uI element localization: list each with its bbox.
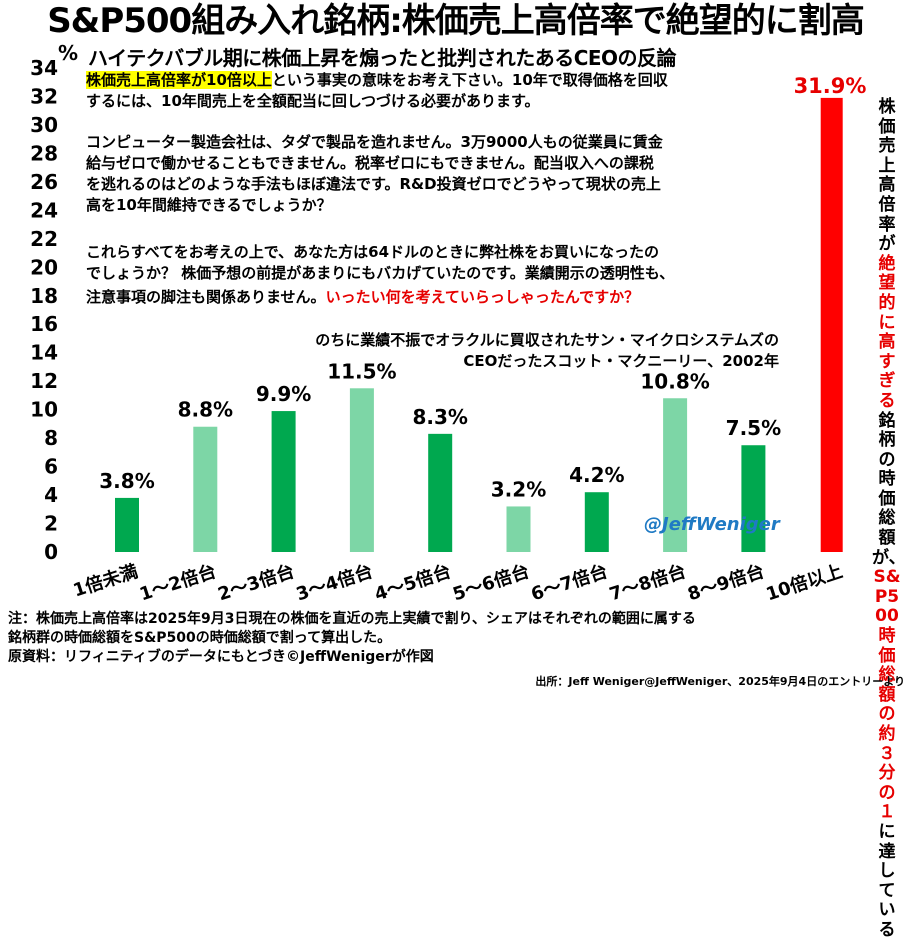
quote-line-6: 高を10年間維持できるでしょうか？ [86, 196, 332, 214]
data-label: 8.8% [178, 398, 233, 422]
quote-line-1-rest: という事実の意味をお考え下さい。10年で取得価格を回収 [271, 71, 668, 89]
y-tick-label: 22 [30, 227, 58, 251]
quote-line-5: を逃れるのはどのような手法もほぼ違法です。R&D投資ゼロでどうやって現状の売上 [86, 175, 661, 193]
data-label: 9.9% [256, 382, 311, 406]
x-tick-label: 4～5倍台 [372, 560, 454, 605]
bar [193, 426, 218, 552]
quote-red-question: いったい何を考えていらっしゃったんですか？ [325, 288, 640, 306]
x-tick-label: 7～8倍台 [607, 560, 689, 605]
y-tick-label: 34 [30, 56, 58, 80]
quote-line-8: でしょうか？ 株価予想の前提があまりにもバカげていたのです。業績開示の透明性も、 [86, 264, 675, 282]
note-line-1: 注：株価売上高倍率は2025年9月3日現在の株価を直近の売上実績で割り、シェアは… [8, 611, 696, 627]
y-tick-label: 20 [30, 255, 58, 279]
x-tick-label: 3～4倍台 [293, 560, 375, 605]
data-label: 3.8% [99, 469, 154, 493]
side-note-part-2: 絶望的に高すぎる [878, 253, 896, 411]
data-labels: 3.8% 8.8% 9.9% 11.5% 8.3% 3.2% 4.2% 10.8% 7.5% 31… [99, 74, 866, 501]
bars [115, 97, 843, 553]
y-tick-label: 12 [30, 369, 58, 393]
data-label: 10.8% [640, 369, 709, 393]
quote-highlight: 株価売上高倍率が10倍以上 [86, 71, 272, 89]
quote-line-2: するには、10年間売上を全額配当に回しつづける必要があります。 [86, 92, 540, 110]
quote-line-9: 注意事項の脚注も関係ありません。いったい何を考えていらっしゃったんですか？ [86, 287, 639, 308]
bar [820, 97, 843, 553]
data-label: 8.3% [412, 405, 467, 429]
note-line-2: 銘柄群の時価総額をS&P500の時価総額で割って算出した。 [8, 630, 392, 646]
y-tick-label: 24 [30, 198, 58, 222]
y-tick-label: 10 [30, 398, 58, 422]
y-tick-label: 30 [30, 113, 58, 137]
y-tick-label: 28 [30, 141, 58, 165]
y-tick-label: 4 [44, 483, 58, 507]
bar [584, 492, 609, 552]
x-tick-label: 2～3倍台 [215, 560, 297, 605]
y-tick-label: 16 [30, 312, 58, 336]
bar [349, 388, 374, 552]
bar [506, 506, 531, 552]
side-note: 株価売上高倍率が絶望的に高すぎる銘柄の時価総額が、S&P500時価総額の約３分の… [872, 97, 906, 941]
footnotes: 注：株価売上高倍率は2025年9月3日現在の株価を直近の売上実績で割り、シェアは… [8, 610, 696, 667]
quote-line-9-normal: 注意事項の脚注も関係ありません。 [86, 288, 326, 306]
y-tick-label: 0 [44, 540, 58, 564]
side-note-part-1: 株価売上高倍率が [878, 97, 896, 255]
y-tick-label: 32 [30, 84, 58, 108]
bar [271, 411, 296, 552]
bar [663, 398, 688, 552]
y-tick-label: 6 [44, 455, 58, 479]
x-tick-label: 6～7倍台 [528, 560, 610, 605]
chart-subtitle: ハイテクバブル期に株価上昇を煽ったと批判されたあるCEOの反論 [88, 46, 677, 70]
watermark: @JeffWeniger [644, 514, 780, 535]
data-label: 3.2% [491, 477, 546, 501]
y-tick-label: 26 [30, 170, 58, 194]
x-tick-label: 10倍以上 [763, 560, 845, 605]
x-tick-label: 1倍未満 [70, 560, 140, 601]
attribution-line-1: のちに業績不振でオラクルに買収されたサン・マイクロシステムズの [315, 331, 779, 349]
quote-attribution: のちに業績不振でオラクルに買収されたサン・マイクロシステムズの CEOだったスコ… [315, 330, 779, 372]
x-axis: 1倍未満1～2倍台2～3倍台3～4倍台4～5倍台5～6倍台6～7倍台7～8倍台8… [70, 560, 845, 605]
bar [115, 497, 139, 552]
y-axis-unit: % [58, 41, 78, 65]
attribution-line-2: CEOだったスコット・マクニーリー、2002年 [463, 352, 779, 370]
side-note-part-5: に達している [878, 821, 896, 940]
y-tick-label: 18 [30, 284, 58, 308]
x-tick-label: 1～2倍台 [137, 560, 219, 605]
data-label: 31.9% [794, 74, 867, 98]
quote-line-4: 給与ゼロで働かせることもできません。税率ゼロにもできません。配当収入への課税 [86, 154, 654, 172]
y-tick-label: 2 [44, 512, 58, 536]
quote-line-3: コンピューター製造会社は、タダで製品を造れません。3万9000人もの従業員に賃金 [86, 133, 663, 151]
data-label: 4.2% [569, 463, 624, 487]
x-tick-label: 5～6倍台 [450, 560, 532, 605]
bar [741, 445, 766, 552]
source-credit: 出所：Jeff Weniger@JeffWeniger、2025年9月4日のエン… [535, 675, 905, 688]
y-tick-label: 8 [44, 426, 58, 450]
note-line-3: 原資料：リフィニティブのデータにもとづき©JeffWenigerが作図 [8, 649, 434, 665]
side-note-part-3: 銘柄の時価総額が、 [872, 410, 906, 568]
data-label: 11.5% [327, 359, 396, 383]
data-label: 7.5% [726, 416, 781, 440]
chart-title: S&P500組み入れ銘柄:株価売上高倍率で絶望的に割高 [47, 1, 865, 41]
side-note-part-4: S&P500時価総額の約３分の１ [873, 567, 901, 823]
bar [428, 433, 453, 552]
quote-line-7: これらすべてをお考えの上で、あなた方は64ドルのときに弊社株をお買いになったの [86, 243, 660, 261]
x-tick-label: 8～9倍台 [685, 560, 767, 605]
y-tick-label: 14 [30, 341, 58, 365]
quote-line-1: 株価売上高倍率が10倍以上という事実の意味をお考え下さい。10年で取得価格を回収 [86, 70, 668, 91]
